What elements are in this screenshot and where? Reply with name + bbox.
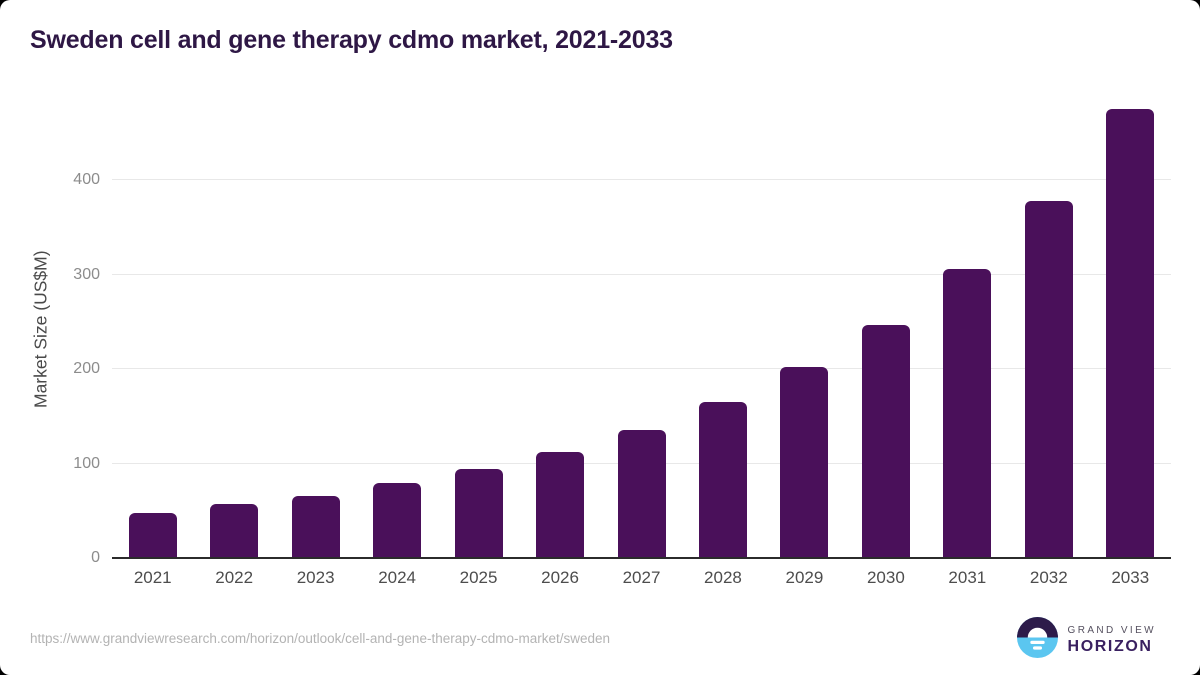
horizon-sun-logo-icon	[1016, 617, 1058, 663]
bar-2031	[943, 268, 992, 557]
x-label-2022: 2022	[215, 568, 254, 587]
y-tick-100: 100	[73, 454, 100, 472]
brand-name-bottom: HORIZON	[1067, 637, 1153, 655]
x-label-2025: 2025	[459, 568, 498, 587]
plot-area: 2021 2022 2023 2024 2025 2026 2027 2028 2029 2030…	[112, 100, 1171, 587]
gridline-300	[112, 273, 1171, 275]
bar-2022	[210, 504, 259, 557]
x-axis-line	[112, 557, 1171, 559]
bar-2027	[617, 429, 666, 557]
bar-2023	[291, 495, 340, 557]
brand-name-top: GRAND VIEW	[1067, 624, 1156, 636]
x-label-2027: 2027	[622, 568, 661, 587]
bar-2032	[1024, 201, 1073, 557]
x-label-2023: 2023	[296, 568, 335, 587]
x-label-2030: 2030	[866, 568, 905, 587]
x-label-2028: 2028	[704, 568, 742, 587]
chart-title: Sweden cell and gene therapy cdmo market…	[30, 26, 673, 54]
x-label-2026: 2026	[541, 568, 579, 587]
y-tick-200: 200	[73, 360, 100, 378]
x-label-2029: 2029	[785, 568, 824, 587]
gridline-400	[112, 179, 1171, 181]
x-label-2031: 2031	[948, 568, 987, 587]
y-tick-0: 0	[91, 549, 100, 566]
brand-logo-text: GRAND VIEW HORIZON	[1068, 625, 1156, 656]
source-url: https://www.grandviewresearch.com/horizo…	[30, 631, 611, 646]
bar-2024	[373, 483, 422, 557]
x-label-2024: 2024	[378, 568, 417, 587]
gridline-200	[112, 368, 1171, 370]
bar-2026	[536, 452, 585, 557]
bar-2029	[780, 367, 829, 557]
x-label-2033: 2033	[1111, 568, 1150, 587]
y-tick-labels: 0 100 200 300 400	[0, 0, 100, 675]
x-label-2032: 2032	[1029, 568, 1068, 587]
brand-logo: GRAND VIEW HORIZON	[1016, 617, 1156, 663]
bar-2028	[698, 402, 747, 557]
bar-2033	[1106, 109, 1155, 557]
bar-2025	[454, 469, 503, 557]
bar-2021	[128, 512, 177, 557]
y-tick-400: 400	[73, 171, 100, 189]
y-tick-300: 300	[73, 265, 100, 283]
x-label-2021: 2021	[133, 568, 172, 587]
bar-2030	[861, 324, 910, 557]
